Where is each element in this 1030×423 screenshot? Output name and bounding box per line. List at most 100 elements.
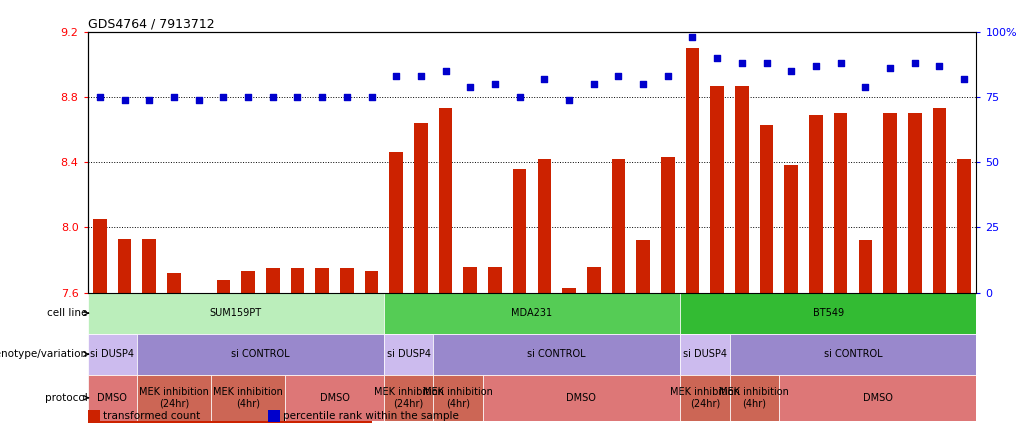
Text: DMSO: DMSO — [566, 393, 596, 403]
Text: MEK inhibition
(24hr): MEK inhibition (24hr) — [374, 387, 444, 409]
Bar — [266, 268, 279, 293]
Point — [141, 96, 158, 103]
Bar — [711, 85, 724, 293]
Bar — [612, 159, 625, 293]
Text: cell line: cell line — [47, 308, 88, 318]
Bar — [315, 268, 329, 293]
Bar — [637, 240, 650, 293]
Bar — [932, 108, 947, 293]
Point — [240, 93, 256, 100]
Point — [783, 68, 799, 74]
Point — [364, 93, 380, 100]
Point — [733, 60, 750, 66]
Bar — [216, 280, 230, 293]
Bar — [434, 375, 483, 421]
Bar — [142, 239, 157, 293]
Text: si CONTROL: si CONTROL — [527, 349, 586, 359]
Bar — [785, 165, 798, 293]
Text: MEK inhibition
(4hr): MEK inhibition (4hr) — [719, 387, 789, 409]
Bar — [88, 334, 137, 375]
Bar — [439, 108, 452, 293]
Point — [92, 93, 108, 100]
Bar — [538, 159, 551, 293]
Bar — [680, 293, 976, 334]
Text: si CONTROL: si CONTROL — [824, 349, 883, 359]
Text: si CONTROL: si CONTROL — [231, 349, 289, 359]
Bar — [729, 334, 976, 375]
Bar — [834, 113, 848, 293]
Point — [191, 96, 207, 103]
Bar — [340, 268, 353, 293]
Text: MEK inhibition
(4hr): MEK inhibition (4hr) — [423, 387, 493, 409]
Bar — [859, 240, 872, 293]
Bar — [562, 288, 576, 293]
Point — [536, 75, 552, 82]
Bar — [779, 375, 976, 421]
Bar — [88, 420, 372, 423]
Point — [857, 83, 873, 90]
Bar — [680, 334, 729, 375]
Bar — [117, 239, 132, 293]
Bar — [884, 113, 897, 293]
Point — [585, 80, 602, 87]
Point — [931, 62, 948, 69]
Point — [215, 93, 232, 100]
Point — [634, 80, 651, 87]
Point — [906, 60, 923, 66]
Bar — [483, 375, 680, 421]
Point — [265, 93, 281, 100]
Text: percentile rank within the sample: percentile rank within the sample — [283, 411, 459, 421]
Text: GDS4764 / 7913712: GDS4764 / 7913712 — [88, 18, 214, 30]
Point — [166, 93, 182, 100]
Bar — [686, 48, 699, 293]
Bar — [167, 273, 180, 293]
Text: genotype/variation: genotype/variation — [0, 349, 88, 359]
Text: protocol: protocol — [44, 393, 88, 403]
Point — [438, 68, 454, 74]
Bar — [241, 272, 254, 293]
Point — [832, 60, 849, 66]
Point — [610, 73, 626, 80]
Text: si DUSP4: si DUSP4 — [91, 349, 134, 359]
Point — [758, 60, 775, 66]
Bar — [88, 375, 137, 421]
Bar — [587, 266, 600, 293]
Bar — [434, 334, 680, 375]
Point — [413, 73, 430, 80]
Bar — [810, 115, 823, 293]
Text: MEK inhibition
(24hr): MEK inhibition (24hr) — [139, 387, 209, 409]
Point — [388, 73, 405, 80]
Bar — [488, 266, 502, 293]
Point — [116, 96, 133, 103]
Point — [339, 93, 355, 100]
Point — [882, 65, 898, 71]
Bar — [464, 266, 477, 293]
Bar — [285, 375, 384, 421]
Bar — [661, 157, 675, 293]
Text: DMSO: DMSO — [863, 393, 893, 403]
Point — [512, 93, 528, 100]
Bar — [389, 152, 403, 293]
Bar — [680, 375, 729, 421]
Bar — [290, 268, 304, 293]
Point — [289, 93, 306, 100]
Bar — [735, 85, 749, 293]
Bar — [384, 293, 680, 334]
Bar — [384, 334, 434, 375]
Text: si DUSP4: si DUSP4 — [683, 349, 727, 359]
Bar — [137, 334, 384, 375]
Point — [684, 33, 700, 40]
Bar — [211, 375, 285, 421]
Text: BT549: BT549 — [813, 308, 844, 318]
Text: transformed count: transformed count — [103, 411, 200, 421]
Bar — [137, 375, 211, 421]
Bar — [957, 159, 971, 293]
Bar — [384, 375, 434, 421]
Bar — [760, 125, 774, 293]
Bar — [513, 169, 526, 293]
Text: si DUSP4: si DUSP4 — [386, 349, 431, 359]
Bar — [93, 219, 107, 293]
Text: MDA231: MDA231 — [512, 308, 552, 318]
Text: SUM159PT: SUM159PT — [210, 308, 262, 318]
Point — [314, 93, 331, 100]
